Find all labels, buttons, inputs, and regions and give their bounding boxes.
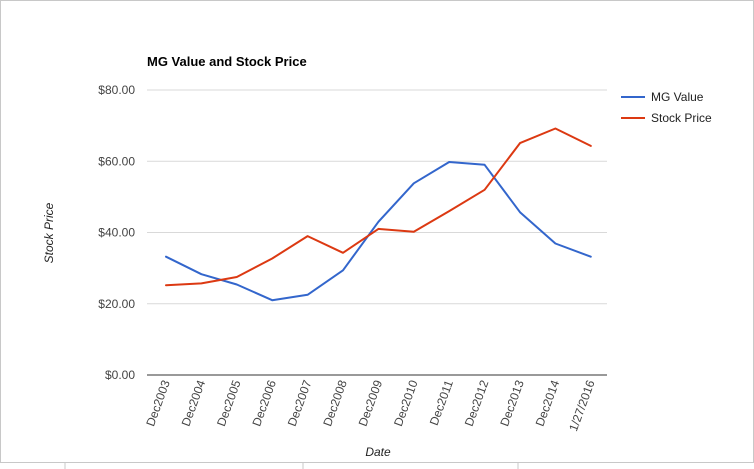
y-tick-label: $0.00 — [105, 368, 135, 382]
series-line-mg-value — [165, 161, 592, 302]
y-tick-label: $80.00 — [98, 83, 135, 97]
legend-label: Stock Price — [651, 111, 712, 125]
legend: MG Value Stock Price — [621, 90, 712, 125]
chart-title: MG Value and Stock Price — [147, 54, 307, 69]
y-axis-title: Stock Price — [42, 202, 56, 263]
legend-label: MG Value — [651, 90, 704, 104]
series-lines — [165, 127, 592, 302]
x-axis-title: Date — [365, 445, 391, 459]
series-line-stock-price — [165, 127, 592, 287]
y-tick-label: $20.00 — [98, 297, 135, 311]
gridlines — [147, 89, 607, 376]
y-tick-labels: $0.00 $20.00 $40.00 $60.00 $80.00 — [98, 83, 135, 382]
y-tick-label: $40.00 — [98, 226, 135, 240]
y-tick-label: $60.00 — [98, 154, 135, 168]
